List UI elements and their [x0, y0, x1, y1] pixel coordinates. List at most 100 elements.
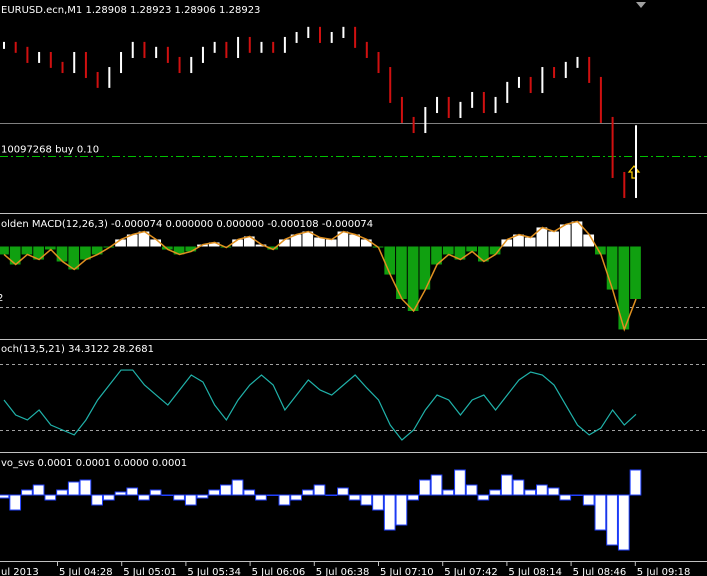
- price-bar: [553, 67, 556, 78]
- histogram-bar: [220, 484, 232, 496]
- price-bar: [260, 41, 263, 53]
- edge-label: 2: [0, 293, 3, 304]
- histogram-bar: [582, 494, 595, 506]
- time-label: 5 Jul 08:14: [508, 567, 562, 576]
- histogram-bar: [430, 474, 443, 496]
- price-bar: [166, 46, 169, 63]
- time-label: 5 Jul 06:06: [252, 567, 306, 576]
- histogram-bar: [313, 484, 326, 496]
- price-bar: [471, 91, 474, 108]
- price-bar: [588, 56, 591, 83]
- histogram-bar: [559, 494, 572, 501]
- histogram-bar: [91, 246, 103, 255]
- histogram-bar: [360, 239, 372, 247]
- histogram-bar: [21, 489, 33, 496]
- histogram-bar: [80, 246, 91, 260]
- histogram-bar: [138, 494, 150, 501]
- price-bar: [541, 67, 544, 94]
- histogram-bar: [68, 246, 80, 270]
- price-bar: [213, 41, 216, 53]
- histogram-bar: [395, 494, 408, 526]
- histogram-bar: [267, 246, 279, 250]
- histogram-bar: [33, 246, 44, 260]
- histogram-bar: [349, 234, 360, 247]
- histogram-bar: [290, 234, 302, 247]
- price-bar: [599, 76, 602, 123]
- price-bar: [564, 61, 567, 78]
- histogram-bar: [372, 494, 384, 511]
- price-bar: [365, 41, 368, 58]
- histogram-bar: [290, 494, 302, 501]
- histogram-bar: [501, 239, 513, 247]
- histogram-bar: [513, 234, 524, 247]
- histogram-bar: [465, 484, 478, 496]
- time-label: 5 Jul 08:46: [573, 567, 627, 576]
- histogram-bar: [489, 489, 501, 496]
- histogram-bar: [547, 487, 560, 496]
- stochastic-line: [3, 369, 637, 441]
- price-bar: [295, 31, 298, 43]
- histogram-bar: [512, 479, 525, 496]
- histogram-bar: [348, 494, 361, 501]
- price-bar: [307, 26, 310, 38]
- histogram-bar: [21, 246, 33, 255]
- histogram-bar: [149, 489, 162, 496]
- histogram-bar: [196, 494, 209, 499]
- price-bar: [178, 56, 181, 74]
- histogram-bar: [173, 246, 185, 255]
- histogram-bar: [524, 237, 536, 247]
- histogram-bar: [431, 246, 442, 265]
- time-label: 5 Jul 04:28: [59, 567, 113, 576]
- histogram-bar: [630, 246, 641, 299]
- histogram-bar: [314, 237, 325, 247]
- price-bar: [14, 41, 17, 53]
- histogram-bar: [301, 489, 314, 496]
- histogram-bar: [571, 221, 583, 247]
- histogram-bar: [454, 469, 466, 496]
- histogram-bar: [115, 239, 126, 247]
- indicator-title: och(13,5,21) 34.3122 28.2681: [1, 344, 154, 355]
- histogram-bar: [114, 491, 127, 496]
- histogram-bar: [208, 489, 221, 496]
- price-bar: [342, 26, 345, 38]
- price-bar: [459, 101, 462, 118]
- histogram-bar: [126, 234, 138, 247]
- time-label: 5 Jul 05:01: [123, 567, 177, 576]
- histogram-bar: [9, 246, 21, 265]
- price-bar: [319, 26, 321, 43]
- histogram-bar: [32, 484, 45, 496]
- histogram-bar: [337, 487, 349, 496]
- histogram-bar: [618, 246, 630, 330]
- time-label: ul 2013: [1, 567, 39, 576]
- histogram-bar: [266, 494, 279, 496]
- time-label: 5 Jul 06:38: [316, 567, 370, 576]
- histogram-bar: [173, 494, 185, 501]
- histogram-bar: [67, 481, 80, 496]
- one-click-toggle[interactable]: [636, 2, 646, 8]
- time-label: 5 Jul 09:18: [637, 567, 691, 576]
- price-bar: [272, 41, 275, 53]
- indicator-title: olden MACD(12,26,3) -0.000074 0.000000 0…: [1, 219, 373, 230]
- histogram-bar: [232, 239, 243, 247]
- price-bar: [576, 56, 579, 68]
- histogram-bar: [396, 246, 407, 299]
- histogram-bar: [279, 239, 290, 247]
- price-bar: [283, 36, 286, 53]
- price-bar: [38, 51, 41, 63]
- price-bar: [447, 96, 450, 118]
- histogram-bar: [337, 231, 349, 247]
- histogram-bar: [454, 246, 466, 260]
- histogram-bar: [0, 246, 9, 255]
- price-bar: [248, 36, 251, 53]
- price-bar: [389, 67, 392, 103]
- time-label: 5 Jul 05:34: [187, 567, 241, 576]
- price-bar: [96, 71, 99, 88]
- price-bar: [436, 96, 439, 114]
- histogram-bar: [0, 494, 10, 499]
- histogram-bar: [594, 494, 607, 531]
- buy-arrow: [627, 165, 641, 179]
- price-bar: [73, 51, 76, 74]
- histogram-bar: [548, 231, 559, 247]
- histogram-bar: [255, 244, 267, 247]
